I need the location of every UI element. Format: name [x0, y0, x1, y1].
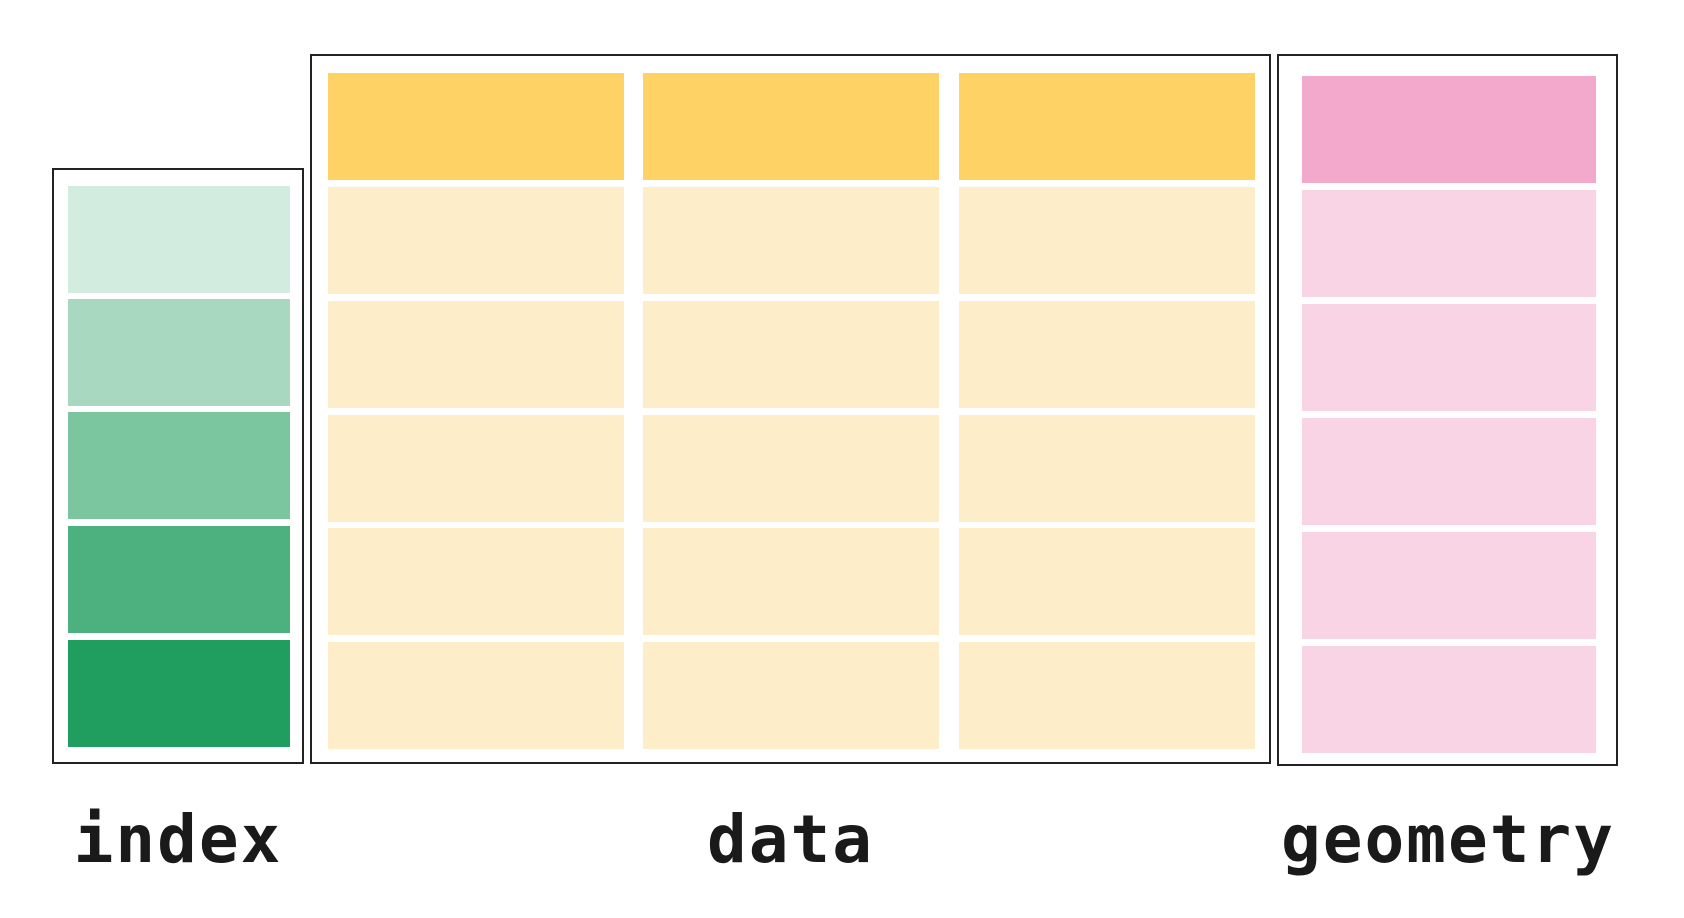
- index-row: [68, 526, 290, 633]
- index-row: [68, 640, 290, 747]
- data-cell: [643, 415, 939, 522]
- index-label: index: [73, 801, 283, 878]
- data-cell: [643, 528, 939, 635]
- data-cell: [328, 415, 624, 522]
- data-cell: [328, 528, 624, 635]
- geometry-label: geometry: [1281, 801, 1615, 878]
- geometry-cell: [1302, 190, 1596, 297]
- index-row: [68, 186, 290, 293]
- data-cell: [328, 301, 624, 408]
- data-label: data: [707, 801, 874, 878]
- geometry-cell: [1302, 532, 1596, 639]
- data-cell: [959, 415, 1255, 522]
- data-cell: [328, 187, 624, 294]
- data-header-cell: [328, 73, 624, 180]
- data-cell: [643, 642, 939, 749]
- geometry-cell: [1302, 418, 1596, 525]
- data-cell: [328, 642, 624, 749]
- data-cell: [959, 642, 1255, 749]
- index-row: [68, 412, 290, 519]
- data-cell: [959, 528, 1255, 635]
- geometry-cell: [1302, 646, 1596, 753]
- geometry-cell: [1302, 304, 1596, 411]
- data-header-cell: [643, 73, 939, 180]
- index-row: [68, 299, 290, 406]
- data-cell: [643, 301, 939, 408]
- data-cell: [959, 187, 1255, 294]
- geometry-header-cell: [1302, 76, 1596, 183]
- data-cell: [959, 301, 1255, 408]
- data-cell: [643, 187, 939, 294]
- data-header-cell: [959, 73, 1255, 180]
